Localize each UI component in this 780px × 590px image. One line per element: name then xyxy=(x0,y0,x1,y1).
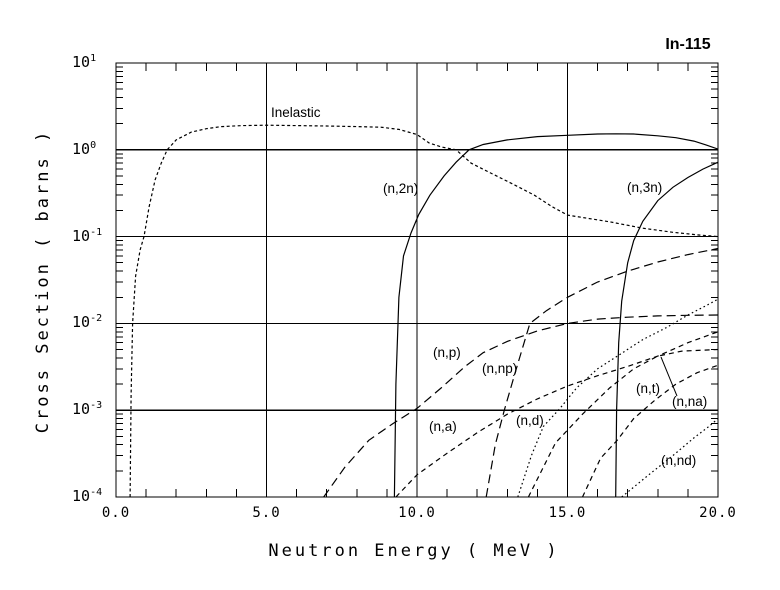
curve-n2n xyxy=(393,133,718,497)
curve-nnp xyxy=(485,247,718,497)
plot-frame xyxy=(115,62,719,498)
leader-line-nna xyxy=(660,356,678,397)
curve-nna xyxy=(527,348,718,497)
curve-nt xyxy=(581,364,718,497)
curve-n3n xyxy=(615,161,718,497)
curve-nnd xyxy=(621,418,718,497)
curve-na xyxy=(395,331,718,497)
curve-np xyxy=(323,314,718,497)
curve-inelastic xyxy=(129,124,718,497)
